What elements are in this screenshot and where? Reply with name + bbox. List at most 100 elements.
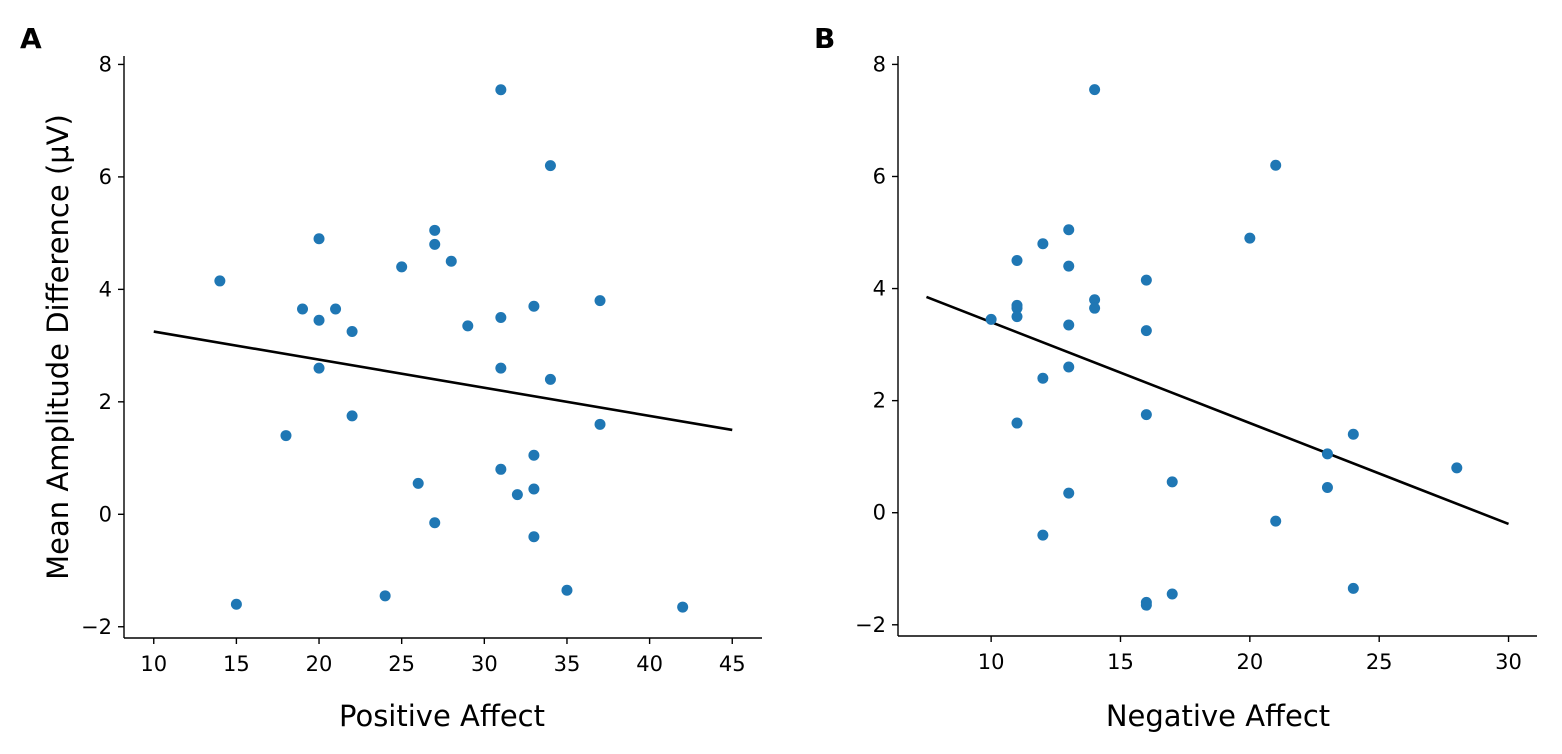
panel-a-x-tick-label: 45 xyxy=(719,652,746,676)
panel-a-ticks: 10 15 20 25 30 35 40 45 −2 0 2 4 6 8 xyxy=(81,52,746,676)
panel-a-data-point xyxy=(280,430,292,442)
panel-b-x-tick-label: 20 xyxy=(1236,650,1263,674)
panel-b-x-tick-label: 15 xyxy=(1107,650,1134,674)
panel-b-data-point xyxy=(1011,302,1023,314)
panel-b-data-point xyxy=(1011,311,1023,323)
panel-a-x-tick-label: 10 xyxy=(140,652,167,676)
panel-b-x-tick-label: 25 xyxy=(1366,650,1393,674)
panel-b-data-point xyxy=(1321,448,1333,460)
panel-b-y-tick-label: 0 xyxy=(873,501,886,525)
panel-a-data-point xyxy=(297,303,309,315)
panel-a-data-point xyxy=(429,517,441,529)
panel-b-data-point xyxy=(1063,224,1075,236)
panel-b-data-point xyxy=(1166,588,1178,600)
panel-a-data-point xyxy=(445,255,457,267)
panel-a-data-point xyxy=(544,160,556,172)
panel-b-y-tick-label: 4 xyxy=(873,277,886,301)
panel-b-regression-line xyxy=(925,295,1510,526)
panel-b: B 10 15 20 25 30 −2 0 2 4 6 8 Negative Affect xyxy=(814,22,1537,733)
panel-b-data-point xyxy=(985,313,997,325)
panel-a-points xyxy=(214,84,689,613)
panel-a-x-axis-label: Positive Affect xyxy=(339,699,545,733)
panel-a-data-point xyxy=(330,303,342,315)
panel-a-y-tick-label: 8 xyxy=(99,52,112,76)
panel-a-x-tick-label: 40 xyxy=(636,652,663,676)
panel-a-regression-line xyxy=(153,330,733,432)
panel-b-x-axis-label: Negative Affect xyxy=(1106,699,1330,733)
panel-b-data-point xyxy=(1140,325,1152,337)
panel-a-x-tick-label: 30 xyxy=(471,652,498,676)
panel-a-y-tick-label: 4 xyxy=(99,277,112,301)
panel-b-data-point xyxy=(1347,428,1359,440)
panel-b-data-point xyxy=(1140,599,1152,611)
panel-b-data-point xyxy=(1321,481,1333,493)
panel-a-data-point xyxy=(495,311,507,323)
panel-a-x-tick-label: 35 xyxy=(554,652,581,676)
panel-a-data-point xyxy=(429,238,441,250)
panel-b-data-point xyxy=(1037,529,1049,541)
panel-a-data-point xyxy=(230,598,242,610)
panel-a-data-point xyxy=(429,224,441,236)
panel-a-y-tick-label: 0 xyxy=(99,502,112,526)
panel-b-y-tick-label: 2 xyxy=(873,389,886,413)
panel-b-y-tick-label: 6 xyxy=(873,164,886,188)
panel-b-data-point xyxy=(1244,232,1256,244)
panel-a-x-tick-label: 20 xyxy=(306,652,333,676)
panel-a-data-point xyxy=(677,601,689,613)
panel-a-data-point xyxy=(528,449,540,461)
panel-b-data-point xyxy=(1347,582,1359,594)
panel-b-data-point xyxy=(1166,476,1178,488)
panel-b-x-tick-label: 10 xyxy=(978,650,1005,674)
panel-a-data-point xyxy=(594,295,606,307)
panel-a-data-point xyxy=(346,326,358,338)
panel-b-data-point xyxy=(1451,462,1463,474)
panel-a-data-point xyxy=(528,300,540,312)
panel-a-data-point xyxy=(313,314,325,326)
panel-a-data-point xyxy=(313,233,325,245)
panel-b-data-point xyxy=(1063,487,1075,499)
panel-a-data-point xyxy=(346,410,358,422)
panel-a-data-point xyxy=(214,275,226,287)
panel-a-data-point xyxy=(561,584,573,596)
panel-b-data-point xyxy=(1037,372,1049,384)
panel-a-x-tick-label: 25 xyxy=(388,652,415,676)
panel-b-data-point xyxy=(1089,84,1101,96)
panel-b-data-point xyxy=(1089,294,1101,306)
panel-b-x-tick-label: 30 xyxy=(1495,650,1522,674)
panel-letter-b: B xyxy=(814,22,835,55)
panel-a-data-point xyxy=(528,483,540,495)
panel-a-data-point xyxy=(495,84,507,96)
panel-a-data-point xyxy=(379,590,391,602)
panel-b-y-tick-label: −2 xyxy=(855,613,886,637)
panel-letter-a: A xyxy=(20,22,42,55)
panel-a-data-point xyxy=(396,261,408,273)
panel-b-y-tick-label: 8 xyxy=(873,52,886,76)
panel-b-data-point xyxy=(1140,409,1152,421)
panel-b-data-point xyxy=(1011,255,1023,267)
panel-a-y-axis-label: Mean Amplitude Difference (μV) xyxy=(41,114,75,580)
panel-a-y-tick-label: −2 xyxy=(81,615,112,639)
panel-a-data-point xyxy=(495,362,507,374)
panel-a-data-point xyxy=(462,320,474,332)
panel-a-data-point xyxy=(528,531,540,543)
panel-a-data-point xyxy=(412,477,424,489)
panel-b-data-point xyxy=(1089,302,1101,314)
panel-b-data-point xyxy=(1270,159,1282,171)
panel-a-data-point xyxy=(594,418,606,430)
panel-a-y-tick-label: 2 xyxy=(99,390,112,414)
panel-a-data-point xyxy=(313,362,325,374)
panel-b-points xyxy=(985,84,1463,611)
panel-b-data-point xyxy=(1063,319,1075,331)
panel-b-data-point xyxy=(1037,238,1049,250)
panel-a-data-point xyxy=(511,489,523,501)
panel-b-data-point xyxy=(1270,515,1282,527)
panel-a-x-tick-label: 15 xyxy=(223,652,250,676)
panel-a-data-point xyxy=(544,373,556,385)
panel-a-y-tick-label: 6 xyxy=(99,165,112,189)
panel-a: A 10 15 20 25 30 35 40 45 −2 0 2 4 6 8 Positive Affec… xyxy=(20,22,762,733)
panel-b-data-point xyxy=(1063,260,1075,272)
panel-b-ticks: 10 15 20 25 30 −2 0 2 4 6 8 xyxy=(855,52,1522,674)
panel-b-data-point xyxy=(1140,274,1152,286)
panel-a-data-point xyxy=(495,463,507,475)
